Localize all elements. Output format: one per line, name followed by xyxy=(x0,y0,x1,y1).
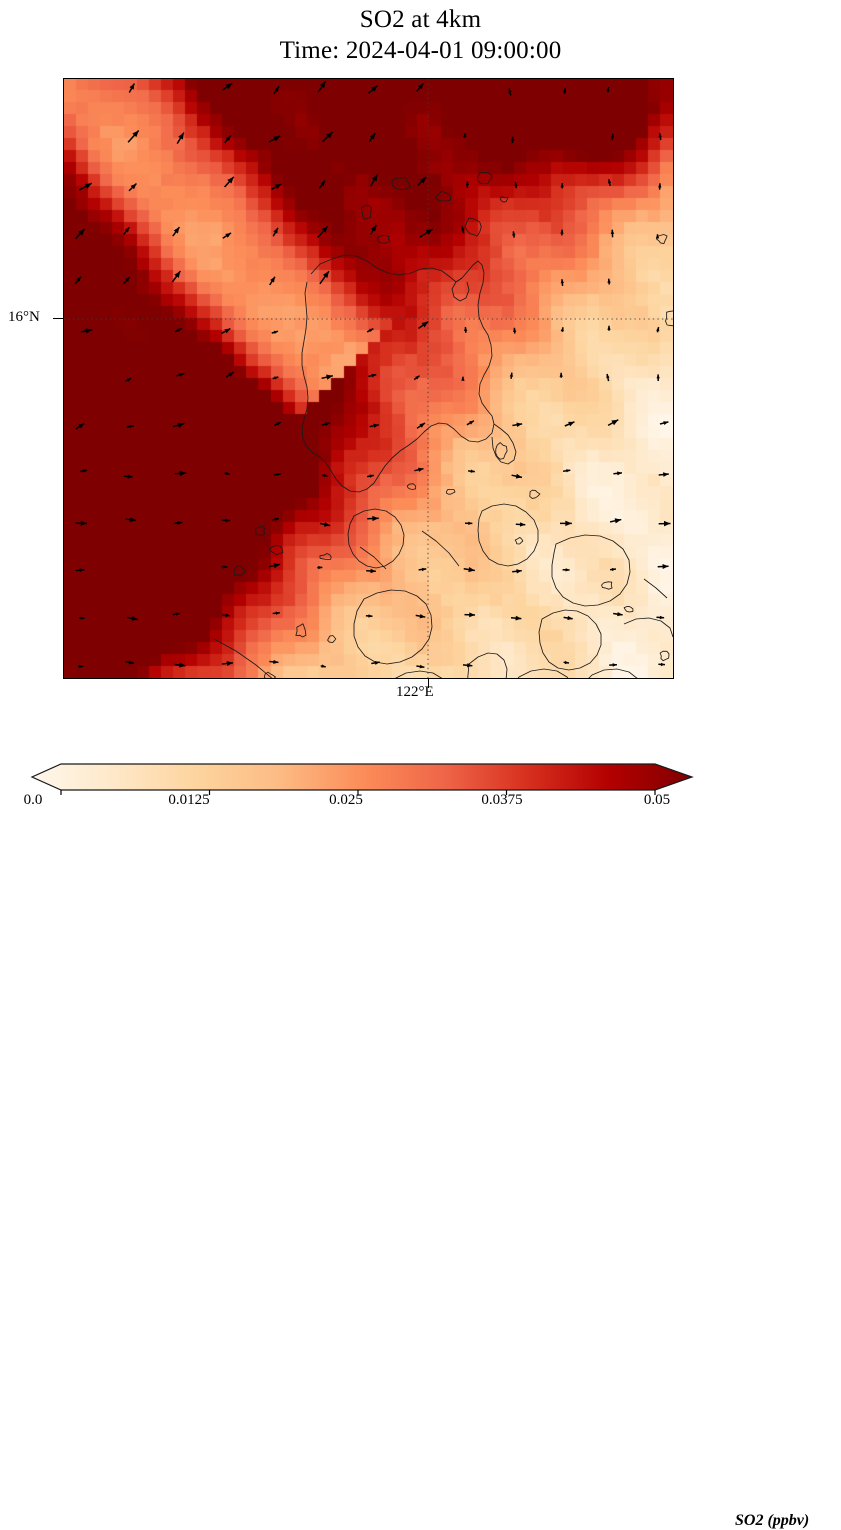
lat-tick-mark xyxy=(53,318,63,319)
cbar-tick-2: 0.025 xyxy=(301,792,391,809)
cbar-tick-3: 0.0375 xyxy=(457,792,547,809)
cbar-tick-0: 0.0 xyxy=(0,792,78,809)
lon-axis-label-122E: 122°E xyxy=(396,684,434,701)
cbar-tick-4: 0.05 xyxy=(612,792,702,809)
wind-vector-layer xyxy=(64,79,673,678)
colorbar: 0.0 0.0125 0.025 0.0375 0.05 SO2 (ppbv) xyxy=(0,744,841,836)
colorbar-gradient xyxy=(0,744,841,836)
title-line-species: SO2 at 4km xyxy=(0,4,841,35)
map-plot-area xyxy=(63,78,674,679)
colorbar-axis-label: SO2 (ppbv) xyxy=(735,1512,809,1530)
title-line-time: Time: 2024-04-01 09:00:00 xyxy=(0,35,841,66)
cbar-tick-1: 0.0125 xyxy=(144,792,234,809)
lat-axis-label-16N: 16°N xyxy=(8,309,40,326)
figure-title: SO2 at 4km Time: 2024-04-01 09:00:00 xyxy=(0,4,841,66)
